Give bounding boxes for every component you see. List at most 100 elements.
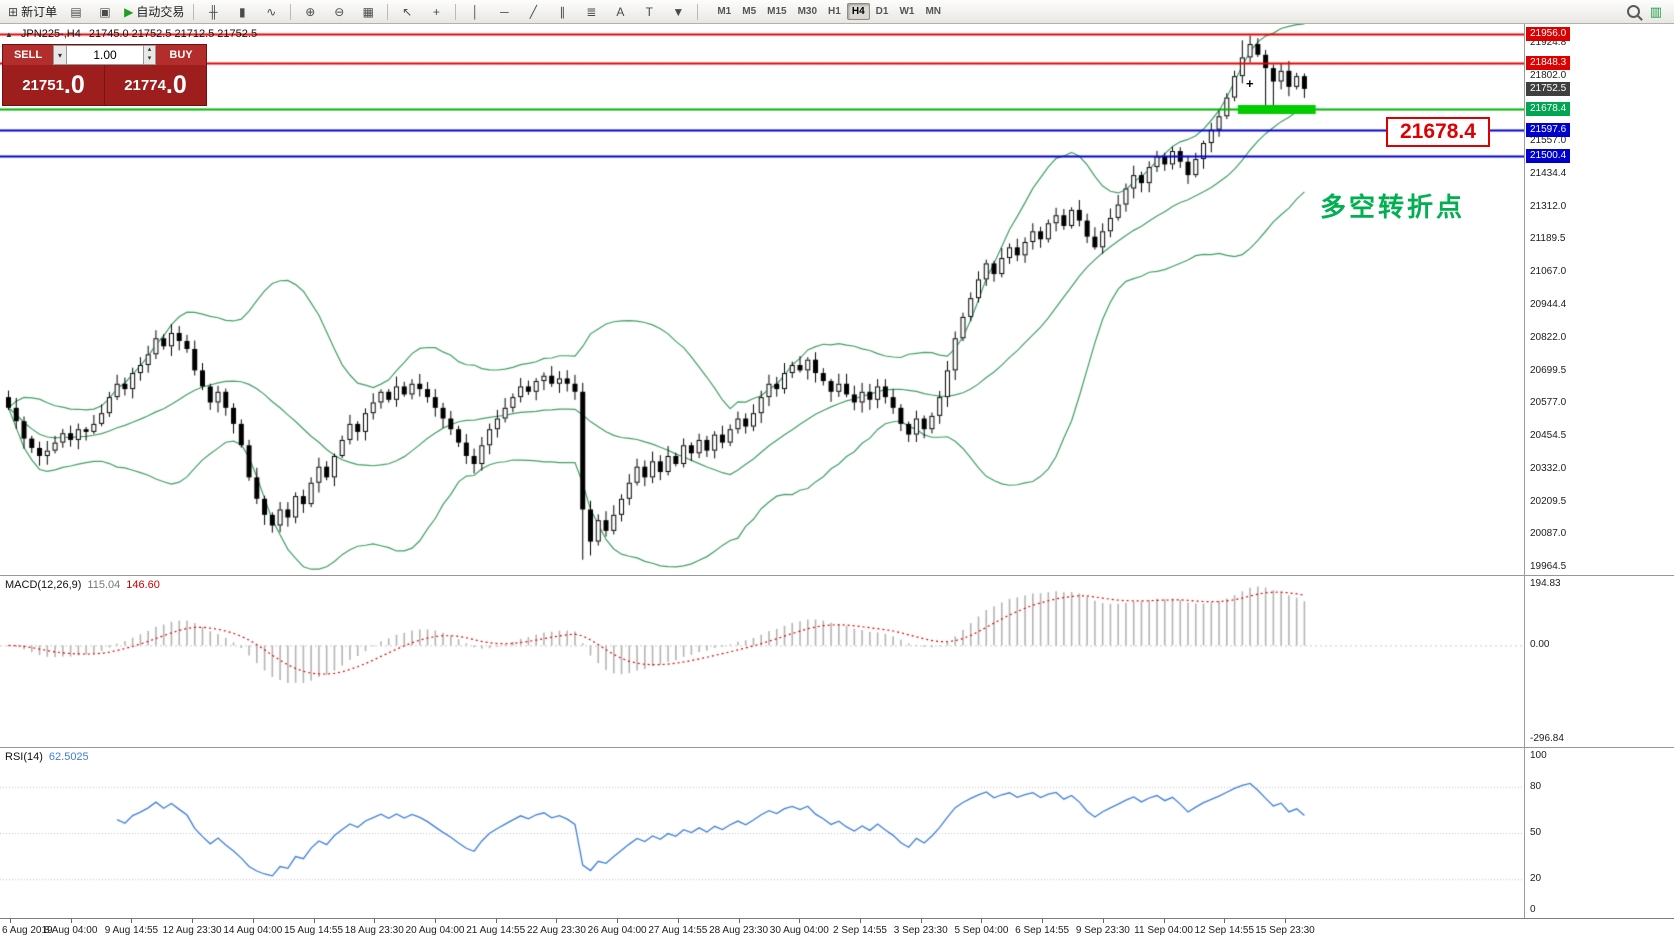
time-axis-tick <box>496 919 497 923</box>
volume-dropdown-icon[interactable]: ▾ <box>53 45 67 65</box>
rsi-axis-label: 50 <box>1530 827 1542 838</box>
timeframe-mn-button[interactable]: MN <box>925 6 941 17</box>
timeframe-m30-button[interactable]: M30 <box>797 6 818 17</box>
rsi-axis[interactable]: 100 80 50 20 0 <box>1524 748 1674 918</box>
time-axis-label: 2 Sep 14:55 <box>833 925 887 936</box>
rsi-header: RSI(14) 62.5025 <box>5 751 89 763</box>
time-axis-label: 12 Aug 23:30 <box>162 925 222 936</box>
one-click-collapse-icon[interactable]: ▲ <box>5 29 13 39</box>
trendline-button[interactable]: ╱ <box>519 1 547 23</box>
zoom-in-button[interactable]: ⊕ <box>296 1 324 23</box>
time-axis[interactable]: 6 Aug 2019 8 Aug 04:00 9 Aug 14:55 12 Aug 2… <box>0 918 1674 943</box>
toolbar-separator <box>290 3 292 20</box>
cursor-button[interactable]: ↖ <box>393 1 421 23</box>
charts-window-button[interactable]: ▤ <box>62 1 90 23</box>
arrows-icon: ▼ <box>672 4 685 19</box>
macd-axis-label: 0.00 <box>1530 639 1550 651</box>
timeframe-m15-button[interactable]: M15 <box>767 6 787 17</box>
time-axis-tick <box>10 919 11 923</box>
price-chart-canvas[interactable] <box>0 24 1524 575</box>
search-icon[interactable] <box>1626 5 1640 18</box>
fibonacci-button[interactable]: ≣ <box>577 1 605 23</box>
time-axis-tick <box>1285 919 1286 923</box>
text-label-button[interactable]: T <box>635 1 663 23</box>
zoom-in-icon: ⊕ <box>305 4 316 19</box>
arrows-button[interactable]: ▼ <box>664 1 692 23</box>
price-axis-label: 21434.4 <box>1530 167 1567 179</box>
rsi-canvas[interactable] <box>0 748 1524 918</box>
price-axis-red-box: 21956.0 <box>1526 27 1571 42</box>
time-axis-label: 15 Sep 23:30 <box>1255 925 1315 936</box>
timeframe-h4-button[interactable]: H4 <box>846 3 870 20</box>
buy-button[interactable]: BUY <box>156 45 206 65</box>
toolbar-right-group: ▥ <box>1626 4 1670 19</box>
time-axis-label: 8 Aug 04:00 <box>44 925 98 936</box>
rsi-indicator-panel: RSI(14) 62.5025 100 80 50 20 0 <box>0 748 1674 918</box>
buy-price-button[interactable]: 21774.0 <box>104 65 206 105</box>
crosshair-icon: + <box>432 4 440 19</box>
volume-input[interactable]: 1.00 <box>67 45 143 65</box>
time-axis-tick <box>860 919 861 923</box>
time-axis-label: 18 Aug 23:30 <box>344 925 404 936</box>
time-axis-label: 6 Aug 2019 <box>2 925 53 936</box>
time-axis-tick <box>314 919 315 923</box>
panel-resize-divider[interactable] <box>0 747 1674 748</box>
bar-chart-icon: ╫ <box>209 4 218 19</box>
time-axis-label: 30 Aug 04:00 <box>769 925 829 936</box>
macd-label: MACD(12,26,9) <box>5 579 82 591</box>
sell-button[interactable]: SELL <box>3 45 53 65</box>
tile-windows-button[interactable]: ▦ <box>354 1 382 23</box>
price-axis-label: 20087.0 <box>1530 528 1567 540</box>
macd-axis[interactable]: 194.83 0.00 -296.84 <box>1524 576 1674 747</box>
vertical-line-button[interactable]: │ <box>461 1 489 23</box>
text-label-icon: T <box>645 4 653 19</box>
volume-increase-icon[interactable]: ▴ <box>147 46 152 53</box>
bar-chart-button[interactable]: ╫ <box>199 1 227 23</box>
new-order-button[interactable]: ⊞ 新订单 <box>4 1 61 23</box>
autotrade-button[interactable]: ▶ 自动交易 <box>120 1 188 23</box>
equidistant-channel-button[interactable]: ∥ <box>548 1 576 23</box>
price-axis-label: 20822.0 <box>1530 331 1567 343</box>
price-callout-annotation[interactable]: 21678.4 <box>1386 117 1490 147</box>
timeframe-h1-button[interactable]: H1 <box>828 6 841 17</box>
time-axis-tick <box>678 919 679 923</box>
rsi-label: RSI(14) <box>5 751 43 763</box>
macd-canvas[interactable] <box>0 576 1524 747</box>
timeframe-m5-button[interactable]: M5 <box>742 6 757 17</box>
price-axis-current-box: 21752.5 <box>1526 81 1571 96</box>
time-axis-tick <box>71 919 72 923</box>
price-axis[interactable]: 21924.8 21802.0 21557.0 21434.4 21312.0 21189… <box>1524 24 1674 575</box>
time-axis-tick <box>374 919 375 923</box>
sell-price-button[interactable]: 21751.0 <box>3 65 104 105</box>
zoom-out-button[interactable]: ⊖ <box>325 1 353 23</box>
turning-point-annotation[interactable]: 多空转折点 <box>1320 192 1466 222</box>
timeframe-d1-button[interactable]: D1 <box>875 6 889 17</box>
time-axis-tick <box>131 919 132 923</box>
price-axis-label: 21802.0 <box>1530 69 1567 81</box>
line-chart-button[interactable]: ∿ <box>257 1 285 23</box>
timeframe-w1-button[interactable]: W1 <box>899 6 915 17</box>
time-axis-label: 28 Aug 23:30 <box>709 925 769 936</box>
rsi-axis-label: 20 <box>1530 873 1542 885</box>
one-click-trading-panel: SELL ▾ 1.00 ▴ ▾ BUY 21751.0 21774.0 <box>2 44 207 106</box>
time-axis-label: 6 Sep 14:55 <box>1015 925 1070 936</box>
text-button[interactable]: A <box>606 1 634 23</box>
crosshair-button[interactable]: + <box>422 1 450 23</box>
profiles-button[interactable]: ▣ <box>91 1 119 23</box>
volume-stepper[interactable]: ▴ ▾ <box>143 45 156 65</box>
time-axis-label: 21 Aug 14:55 <box>466 925 526 936</box>
time-axis-label: 14 Aug 04:00 <box>223 925 283 936</box>
volume-decrease-icon[interactable]: ▾ <box>147 55 152 62</box>
candlestick-chart-button[interactable]: ▮ <box>228 1 256 23</box>
horizontal-line-button[interactable]: ─ <box>490 1 518 23</box>
time-axis-tick <box>1103 919 1104 923</box>
timeframe-m1-button[interactable]: M1 <box>717 6 732 17</box>
text-icon: A <box>616 4 625 19</box>
panel-resize-divider[interactable] <box>0 575 1674 576</box>
price-axis-label: 20699.5 <box>1530 364 1567 376</box>
price-axis-label: 20332.0 <box>1530 462 1567 474</box>
new-chart-icon[interactable]: ▥ <box>1649 4 1662 19</box>
time-axis-label: 15 Aug 14:55 <box>284 925 344 936</box>
time-axis-tick <box>617 919 618 923</box>
price-chart-panel: ▲ JPN225-,H4 21745.0 21752.5 21712.5 217… <box>0 24 1674 575</box>
